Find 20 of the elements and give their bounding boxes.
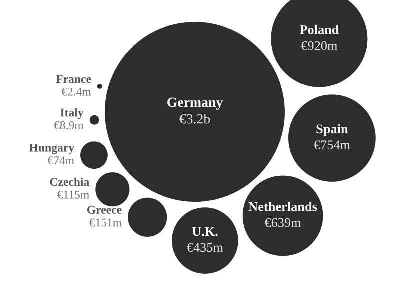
category-label: Hungary [29, 144, 74, 154]
category-label: Greece [87, 206, 122, 214]
data-label: €3.2b [180, 114, 210, 124]
category-label: Poland [300, 25, 340, 34]
data-label: €151m [89, 218, 122, 227]
data-label: €435m [187, 243, 224, 252]
data-label: €2.4m [62, 88, 92, 96]
category-label: Italy [60, 108, 84, 120]
data-label: €920m [301, 41, 338, 50]
data-label: €115m [57, 190, 90, 199]
data-label: €754m [314, 140, 350, 150]
category-label: Czechia [50, 178, 90, 186]
category-label: Germany [168, 98, 224, 110]
data-label: €74m [48, 156, 74, 165]
data-label: €639m [264, 218, 302, 228]
data-label: €8.9m [54, 122, 84, 130]
category-label: Spain [316, 124, 348, 136]
category-label: U.K. [192, 227, 218, 236]
category-label: France [56, 75, 92, 84]
category-label: Netherlands [248, 202, 318, 212]
